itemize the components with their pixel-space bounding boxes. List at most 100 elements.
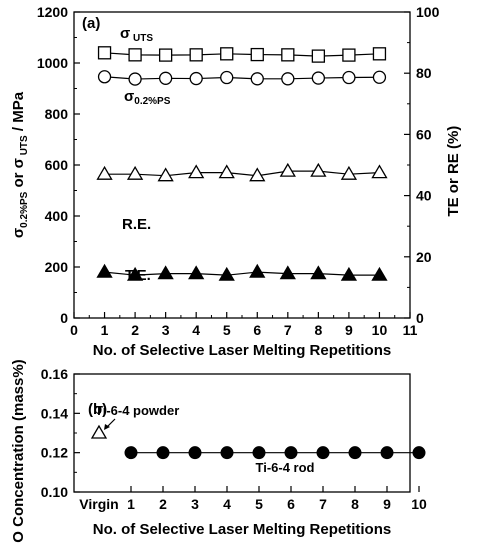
panel-label-a: (a)	[82, 15, 100, 32]
annotation-rod: Ti-6-4 rod	[256, 460, 315, 475]
x-tick-label: 9	[383, 496, 391, 512]
data-point-ti-6-4-rod	[252, 446, 266, 460]
x-tick-label: 5	[223, 322, 231, 338]
y-right-tick-label: 0	[416, 310, 424, 326]
data-point-uts	[250, 47, 264, 62]
x-tick-label: 4	[192, 322, 200, 338]
x-tick-label: 6	[253, 322, 261, 338]
data-point-ti-6-4-rod	[124, 446, 138, 460]
data-point-r-e	[249, 167, 266, 182]
x-tick-label: 0	[70, 322, 78, 338]
data-point-ti-6-4-rod	[188, 446, 202, 460]
data-point-t-e	[371, 266, 388, 281]
data-point-uts	[189, 48, 203, 62]
y-label-part: σ	[10, 228, 27, 238]
data-point-t-e	[310, 265, 327, 280]
series-label-te: T.E.	[125, 267, 151, 284]
x-tick-label: 1	[127, 496, 135, 512]
series-label-sub: 0.2%PS	[134, 96, 170, 107]
x-tick-label: 8	[351, 496, 359, 512]
data-point-r-e	[126, 165, 144, 180]
series-line-t-e	[104, 271, 380, 276]
data-point-0-2-ps	[220, 70, 234, 85]
y-left-tick-label: 1200	[37, 4, 68, 20]
y-tick-label: 0.10	[41, 484, 68, 500]
series-line-r-e	[104, 170, 380, 177]
x-axis-label: No. of Selective Laser Melting Repetitio…	[93, 521, 391, 538]
x-tick-label: Virgin	[79, 496, 118, 512]
data-point-0-2-ps	[311, 71, 326, 85]
series-line-0-2-ps	[104, 76, 380, 80]
y-label-subscript: 0.2%PS	[19, 191, 30, 227]
y-right-axis-label: TE or RE (%)	[445, 126, 462, 217]
data-point-r-e	[340, 165, 358, 180]
series-label-uts: σ UTS	[120, 25, 153, 44]
panel-b: Virgin 1 2 3 4 5 6 7 8 9 10 No. of Selective Laser …	[10, 359, 427, 542]
y-label-subscript: UTS	[19, 135, 30, 158]
y-left-tick-label: 600	[45, 157, 69, 173]
data-point-r-e	[96, 165, 113, 180]
data-point-0-2-ps	[342, 70, 356, 85]
x-tick-label: 1	[101, 322, 109, 338]
series-line-uts	[104, 52, 380, 57]
data-point-t-e	[157, 265, 174, 280]
data-point-ti-6-4-rod	[156, 446, 170, 460]
panel-a: 0 1 2 3 4 5 6 7 8 9 10 11 No. of Selective Laser Mel…	[10, 4, 462, 359]
data-point-ti-6-4-rod	[348, 446, 362, 460]
data-point-r-e	[157, 167, 174, 182]
y-tick-label: 0.12	[41, 445, 68, 461]
data-point-t-e	[126, 266, 144, 281]
x-tick-label: 6	[287, 496, 295, 512]
y-label-part: / MPa	[10, 91, 27, 135]
data-point-uts	[281, 48, 295, 62]
y-left-tick-label: 1000	[37, 55, 68, 71]
data-point-r-e	[188, 164, 205, 179]
y-left-axis-label: σ0.2%PS or σ UTS / MPa	[10, 91, 30, 238]
x-tick-label: 9	[345, 322, 353, 338]
series-label-re: R.E.	[122, 216, 151, 233]
y-axis-label: O Concentration (mass%)	[10, 359, 27, 542]
y-left-tick-label: 800	[45, 106, 69, 122]
data-point-t-e	[279, 265, 296, 280]
x-tick-label: 11	[403, 322, 418, 338]
panel-label-b: (b)	[88, 401, 107, 418]
data-point-t-e	[96, 263, 113, 278]
x-tick-label: 2	[131, 322, 139, 338]
x-tick-label: 10	[372, 322, 388, 338]
data-point-ti-6-4-rod	[412, 446, 426, 460]
data-point-t-e	[249, 263, 266, 278]
data-point-ti-6-4-rod	[380, 446, 394, 460]
x-tick-label: 3	[162, 322, 170, 338]
x-tick-label: 8	[314, 322, 322, 338]
x-tick-label: 2	[159, 496, 167, 512]
y-left-tick-label: 0	[60, 310, 68, 326]
annotation-powder: Ti-6-4 powder	[95, 403, 179, 418]
x-axis-label: No. of Selective Laser Melting Repetitio…	[93, 342, 391, 359]
y-tick-label: 0.14	[41, 405, 68, 421]
data-point-0-2-ps	[372, 70, 387, 84]
data-point-ti-6-4-rod	[316, 446, 330, 460]
data-point-0-2-ps	[250, 72, 264, 86]
data-point-uts	[97, 46, 112, 60]
series-label-ps: σ0.2%PS	[124, 88, 171, 107]
data-point-ti-6-4-rod	[220, 446, 234, 460]
x-tick-label: 5	[255, 496, 263, 512]
data-point-uts	[128, 48, 142, 62]
data-point-0-2-ps	[128, 72, 142, 86]
y-right-tick-label: 60	[416, 126, 432, 142]
data-point-uts	[342, 48, 356, 62]
data-point-t-e	[340, 266, 358, 281]
x-tick-label: 10	[411, 496, 427, 512]
data-point-uts	[158, 48, 173, 62]
y-label-part: or σ	[10, 158, 27, 192]
y-left-tick-label: 400	[45, 208, 69, 224]
plot-frame-b	[73, 373, 411, 493]
y-right-tick-label: 40	[416, 188, 432, 204]
data-point-uts	[372, 47, 387, 61]
data-point-t-e	[188, 265, 205, 280]
data-point-0-2-ps	[281, 72, 295, 86]
data-point-r-e	[371, 164, 388, 179]
data-point-r-e	[279, 162, 296, 177]
data-point-0-2-ps	[97, 70, 112, 84]
